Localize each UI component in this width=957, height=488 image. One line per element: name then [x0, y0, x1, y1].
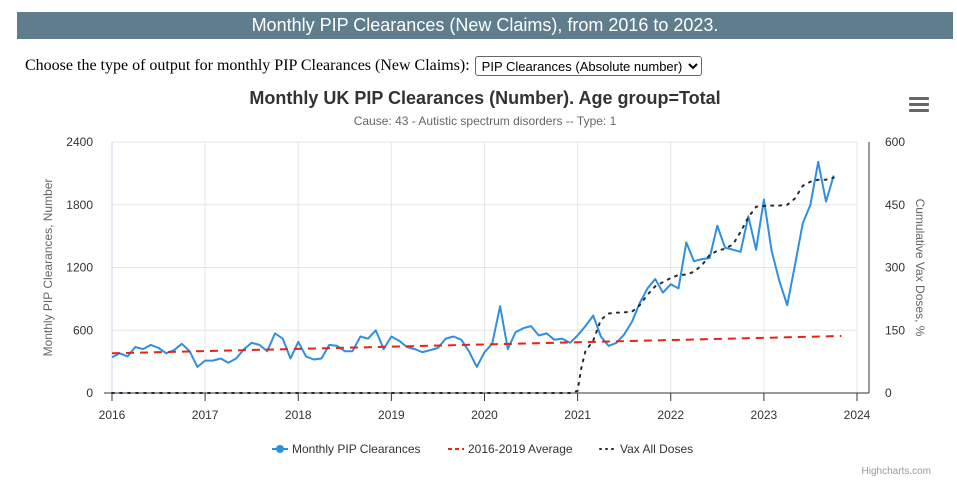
y2-tick-label: 300: [885, 261, 905, 275]
y-tick-label: 1200: [66, 261, 93, 275]
chart-grid: [111, 141, 858, 394]
x-tick-label: 2016: [99, 408, 126, 422]
y-axis-title: Monthly PIP Clearances, Number: [41, 179, 55, 357]
x-tick-label: 2022: [657, 408, 684, 422]
y-tick-label: 0: [86, 386, 93, 400]
x-tick-label: 2024: [844, 408, 871, 422]
chart-legend: Monthly PIP Clearances 2016-2019 Average V…: [272, 442, 693, 456]
x-tick-label: 2018: [285, 408, 312, 422]
chart-menu-icon[interactable]: [909, 97, 929, 113]
chart-container: Monthly UK PIP Clearances (Number). Age …: [0, 80, 957, 483]
legend-label-3[interactable]: Vax All Doses: [620, 442, 693, 456]
chart-axes: 0 600 1200 1800 2400 0 150 300 450 600 2016 2017 201…: [41, 135, 927, 422]
y2-tick-label: 450: [885, 198, 905, 212]
chart-series: [111, 160, 842, 394]
pip-clearances-chart: Monthly UK PIP Clearances (Number). Age …: [41, 88, 931, 477]
y2-tick-label: 0: [885, 386, 892, 400]
x-tick-label: 2020: [471, 408, 498, 422]
x-tick-label: 2021: [564, 408, 591, 422]
y-tick-label: 600: [73, 323, 93, 337]
legend-label-2[interactable]: 2016-2019 Average: [468, 442, 573, 456]
output-type-select[interactable]: PIP Clearances (Absolute number): [474, 56, 702, 76]
legend-label-1[interactable]: Monthly PIP Clearances: [292, 442, 421, 456]
x-tick-label: 2017: [192, 408, 219, 422]
output-type-selector-row: Choose the type of output for monthly PI…: [25, 56, 702, 76]
chart-credits[interactable]: Highcharts.com: [862, 466, 931, 477]
output-type-label: Choose the type of output for monthly PI…: [25, 57, 470, 74]
y-tick-label: 2400: [66, 135, 93, 149]
y2-tick-label: 600: [885, 135, 905, 149]
y2-axis-title: Cumulative Vax Doses, %: [913, 199, 927, 337]
x-tick-label: 2019: [378, 408, 405, 422]
x-tick-label: 2023: [751, 408, 778, 422]
chart-subtitle: Cause: 43 - Autistic spectrum disorders …: [354, 114, 617, 128]
series-line-2[interactable]: [111, 335, 842, 355]
y2-tick-label: 150: [885, 323, 905, 337]
y-tick-label: 1800: [66, 198, 93, 212]
page-banner-title: Monthly PIP Clearances (New Claims), fro…: [17, 12, 953, 39]
chart-title: Monthly UK PIP Clearances (Number). Age …: [249, 88, 720, 108]
legend-marker-1[interactable]: [276, 445, 284, 453]
series-line-1[interactable]: [111, 160, 835, 368]
series-line-3[interactable]: [111, 176, 835, 394]
